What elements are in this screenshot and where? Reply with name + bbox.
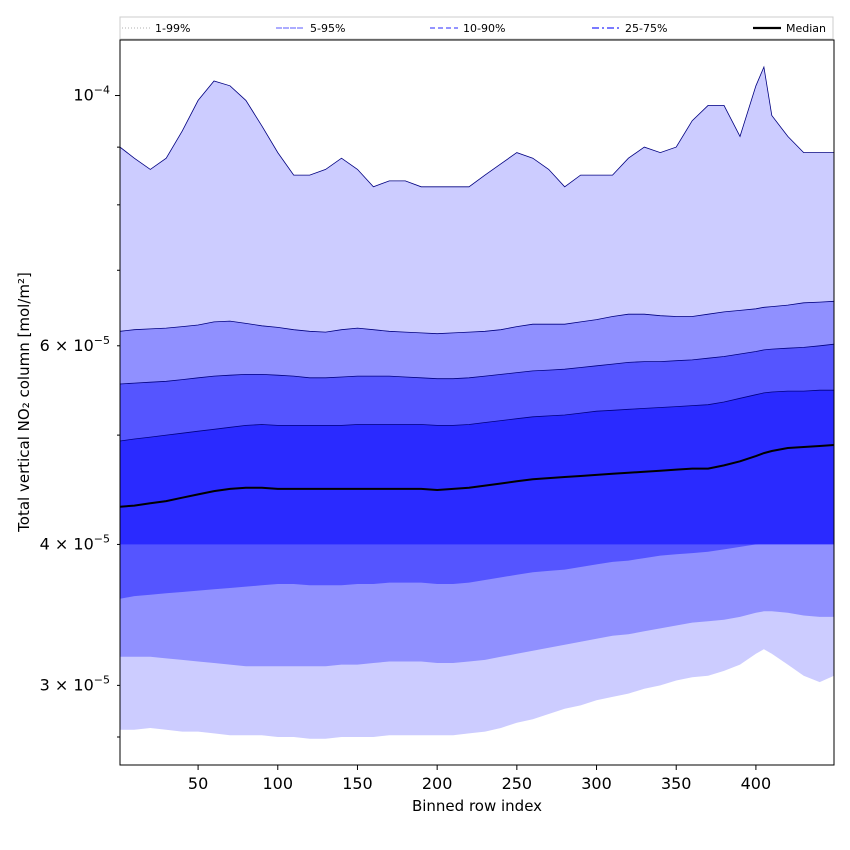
legend-label-5-95: 5-95% bbox=[310, 22, 345, 35]
y-tick-label: 4 × 10−5 bbox=[40, 532, 110, 553]
x-tick-label: 100 bbox=[263, 774, 294, 793]
legend-label-10-90: 10-90% bbox=[463, 22, 505, 35]
y-axis-label: Total vertical NO₂ column [mol/m²] bbox=[15, 272, 33, 533]
legend-frame bbox=[119, 16, 834, 40]
x-tick-label: 300 bbox=[581, 774, 612, 793]
percentile-lines bbox=[120, 65, 834, 508]
legend: 1-99% 5-95% 10-90% 25-75% Median bbox=[119, 16, 834, 40]
legend-label-1-99: 1-99% bbox=[155, 22, 190, 35]
x-tick-label: 50 bbox=[188, 774, 208, 793]
legend-label-median: Median bbox=[786, 22, 826, 35]
x-tick-label: 250 bbox=[502, 774, 533, 793]
x-axis-label: Binned row index bbox=[412, 797, 542, 815]
x-tick-label: 400 bbox=[741, 774, 772, 793]
y-axis-ticks: 10−4 3 × 10−5 4 × 10−5 6 × 10−5 bbox=[40, 84, 120, 738]
x-tick-label: 150 bbox=[342, 774, 373, 793]
x-axis-ticks: 50 100 150 200 250 300 350 400 bbox=[188, 765, 771, 793]
band-edge-25-75 bbox=[120, 389, 834, 442]
y-tick-label: 6 × 10−5 bbox=[40, 334, 110, 355]
y-tick-label: 3 × 10−5 bbox=[40, 673, 110, 694]
plot-frame bbox=[119, 39, 835, 766]
percentile-bands bbox=[120, 67, 834, 739]
band-edge-10-90 bbox=[120, 343, 834, 385]
band-edge-1-99 bbox=[120, 65, 834, 188]
band-edge-5-95 bbox=[120, 300, 834, 335]
median-line bbox=[120, 444, 834, 508]
x-tick-label: 350 bbox=[661, 774, 692, 793]
y-tick-label: 10−4 bbox=[73, 84, 110, 105]
legend-label-25-75: 25-75% bbox=[625, 22, 667, 35]
x-tick-label: 200 bbox=[422, 774, 453, 793]
band-25-75 bbox=[120, 390, 834, 545]
